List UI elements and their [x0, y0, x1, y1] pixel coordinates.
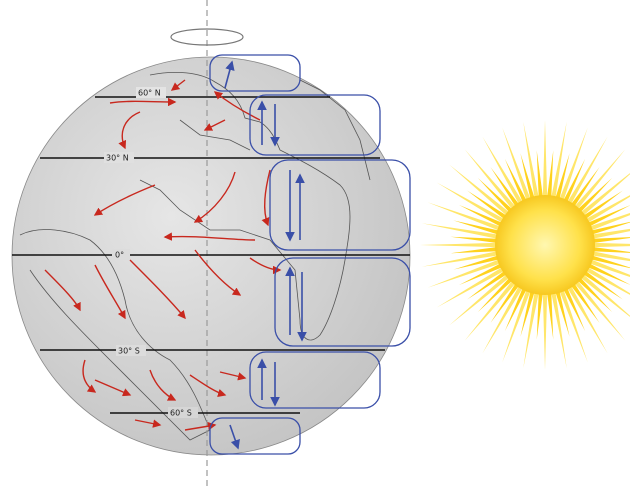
sun-ray: [502, 286, 532, 363]
sun-ray: [467, 268, 510, 300]
sun-ray: [453, 254, 503, 270]
sun-ray: [575, 177, 613, 215]
sun-ray: [588, 228, 630, 240]
ferrel-cell-n: [249, 94, 381, 156]
sun-ray: [449, 164, 513, 218]
hadley-cell-s: [274, 257, 411, 347]
sun-ray: [502, 127, 532, 204]
sun-ray: [558, 127, 588, 204]
sun-ray: [561, 284, 586, 332]
sun-ray: [587, 221, 630, 236]
hadley-cell-n: [269, 159, 411, 251]
sun-ray: [436, 265, 508, 308]
sun-ray: [477, 275, 515, 313]
sun-ray: [421, 250, 502, 267]
polar-cell-s: [209, 417, 301, 455]
sun-ray: [588, 250, 630, 262]
sun-ray: [582, 265, 630, 295]
polar-cell-n: [209, 54, 301, 92]
sun-ray: [490, 280, 522, 323]
sun-ray: [572, 277, 626, 341]
label-bg: [136, 87, 166, 98]
sun-ray: [490, 167, 522, 210]
sun-ray: [523, 288, 540, 369]
sun-ray: [546, 150, 554, 201]
sun-ray: [589, 237, 630, 244]
sun-disc: [495, 195, 595, 295]
sun-ray: [520, 287, 536, 337]
sun-ray: [568, 167, 600, 210]
sun-ray: [464, 149, 518, 213]
sun-ray: [589, 246, 630, 253]
label-bg: [168, 407, 198, 418]
sun-ray: [523, 121, 540, 202]
label-bg: [116, 345, 146, 356]
sun-ray: [580, 268, 623, 300]
sun-ray: [536, 289, 544, 340]
sun-ray: [577, 272, 630, 317]
sun-ray: [565, 136, 608, 208]
rotation-arrow: [170, 28, 244, 46]
sun-ray: [453, 220, 503, 236]
sun-ray: [421, 223, 502, 240]
sun-ray: [584, 205, 630, 229]
sun-ray: [580, 190, 623, 222]
sun-ray: [467, 190, 510, 222]
sun-ray: [577, 173, 630, 218]
sun-ray: [575, 275, 613, 313]
sun-ray: [458, 261, 506, 286]
sun-ray: [586, 213, 630, 232]
sun-ray: [458, 204, 506, 229]
sun-ray: [589, 242, 630, 248]
latitude-label: 0°: [115, 251, 124, 260]
sun-ray: [520, 153, 536, 203]
sun-ray: [504, 158, 529, 206]
sun-ray: [582, 195, 630, 225]
sun-ray: [482, 282, 525, 354]
label-bg: [104, 152, 134, 163]
sun-ray: [482, 136, 525, 208]
sun-ray: [554, 287, 570, 337]
sun-ray: [586, 258, 630, 277]
sun-ray: [450, 236, 501, 244]
latitude-label: 30° S: [118, 347, 140, 356]
latitude-label: 60° S: [170, 409, 192, 418]
sun-ray: [477, 177, 515, 215]
sun-ray: [464, 277, 518, 341]
sun-ray: [450, 246, 501, 254]
sun-ray: [536, 150, 544, 201]
sun-ray: [546, 289, 554, 340]
sun-ray: [572, 149, 626, 213]
sun-ray: [558, 286, 588, 363]
sun-ray: [542, 289, 548, 370]
circulation-cells: [209, 54, 411, 455]
surface-winds: [44, 79, 282, 431]
sun-ray: [554, 153, 570, 203]
sun-ray: [504, 284, 529, 332]
latitude-label: 60° N: [138, 89, 161, 98]
sun-ray: [427, 258, 504, 288]
sun-ray: [561, 158, 586, 206]
sun: [420, 120, 630, 370]
sun-ray: [587, 254, 630, 269]
globe: [11, 56, 411, 456]
sun-ray: [550, 288, 567, 369]
sun-ray: [436, 182, 508, 225]
sun-ray: [550, 121, 567, 202]
label-bg: [112, 249, 130, 260]
sun-ray: [584, 261, 630, 285]
continents: [19, 71, 371, 441]
sun-ray: [542, 120, 548, 201]
latitude-lines: [12, 96, 410, 414]
sun-ray: [565, 282, 608, 354]
sun-ray: [420, 242, 501, 248]
ferrel-cell-s: [249, 351, 381, 409]
latitude-label: 30° N: [106, 154, 129, 163]
sun-ray: [568, 280, 600, 323]
sun-ray: [449, 272, 513, 326]
latitude-labels: 60° N 30° N 0° 30° S 60° S: [104, 87, 198, 418]
sun-ray: [427, 202, 504, 232]
